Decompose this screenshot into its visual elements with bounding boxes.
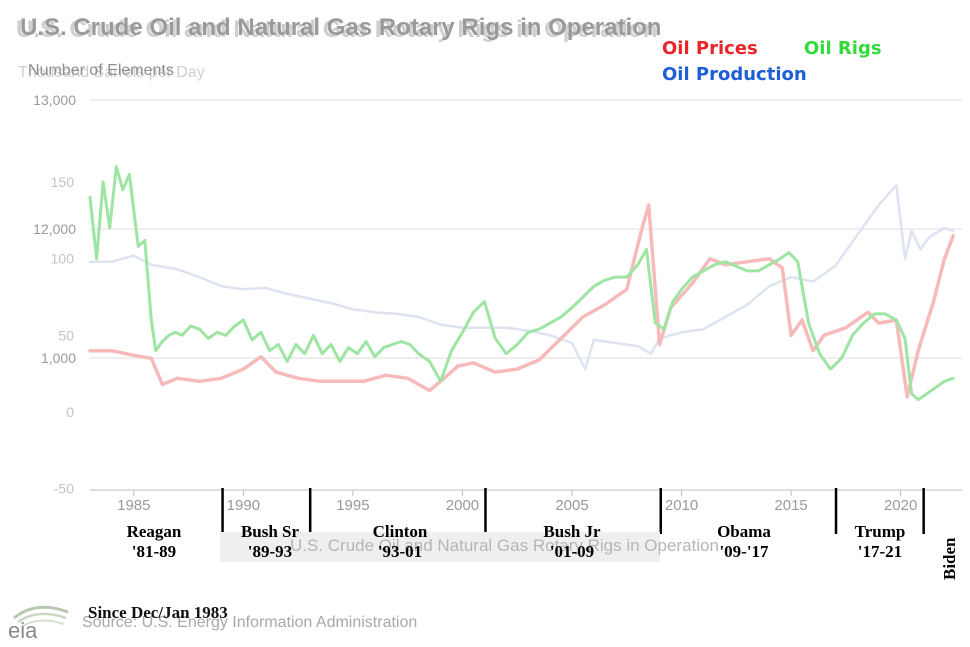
y-tick-label-price: 100 <box>51 251 75 267</box>
x-tick-label: 2005 <box>555 497 588 514</box>
x-tick-label: 2015 <box>774 497 807 514</box>
legend-oil-production: Oil Production <box>662 64 807 85</box>
y-tick-label-price: -50 <box>54 481 74 497</box>
y-tick-label-price: 50 <box>58 327 74 343</box>
president-boundaries <box>221 488 925 534</box>
y-tick-label-price: 0 <box>66 404 74 420</box>
y-axis-rigs: 13,000 12,000 1,000 <box>33 92 76 366</box>
president-obama: Obama '09-'17 <box>717 522 771 561</box>
series-oil-production <box>88 183 955 371</box>
chart-subtitle: Number of Elements <box>28 62 174 79</box>
chart-title-ghost: U.S. Crude Oil and Natural Gas Rotary Ri… <box>16 16 658 43</box>
y-tick-label: 12,000 <box>33 221 76 237</box>
legend-oil-rigs: Oil Rigs <box>804 38 882 59</box>
y-tick-label: 1,000 <box>41 350 76 366</box>
y-axis-price: 150 100 50 0 -50 <box>51 174 75 497</box>
president-biden: Biden <box>940 537 959 580</box>
since-note: Since Dec/Jan 1983 <box>88 603 228 622</box>
source-note: Source: U.S. Energy Information Administ… <box>82 614 418 631</box>
chart-subtitle-ghost: Thousand Barrels per Day <box>18 64 205 81</box>
grid-lines <box>90 99 962 359</box>
x-tick-label: 2020 <box>884 497 917 514</box>
x-tick-label: 2010 <box>665 497 698 514</box>
ghost-legend-box <box>220 532 660 562</box>
president-reagan: Reagan '81-89 <box>126 522 182 561</box>
x-tick-label: 1995 <box>336 497 369 514</box>
president-bush-jr: Bush Jr '01-09 <box>543 522 601 561</box>
x-axis: 1985 1990 1995 2000 2005 2010 2015 2020 <box>90 489 962 514</box>
ghost-legend-label: U.S. Crude Oil and Natural Gas Rotary Ri… <box>290 536 719 555</box>
president-clinton: Clinton '93-01 <box>372 522 428 561</box>
chart-title: U.S. Crude Oil and Natural Gas Rotary Ri… <box>20 14 662 41</box>
x-tick-label: 1985 <box>117 497 150 514</box>
president-bush-sr: Bush Sr '89-93 <box>240 522 300 561</box>
president-trump: Trump '17-21 <box>854 522 906 561</box>
series-layer <box>88 165 955 402</box>
eia-logo-text: eia <box>8 618 38 640</box>
series-oil-prices <box>88 203 955 399</box>
x-tick-label: 1990 <box>227 497 260 514</box>
eia-logo: eia <box>8 605 69 640</box>
x-tick-label: 2000 <box>446 497 479 514</box>
y-tick-label-price: 150 <box>51 174 75 190</box>
y-tick-label: 13,000 <box>33 92 76 108</box>
series-oil-rigs <box>88 165 955 402</box>
legend-oil-prices: Oil Prices <box>662 38 758 59</box>
